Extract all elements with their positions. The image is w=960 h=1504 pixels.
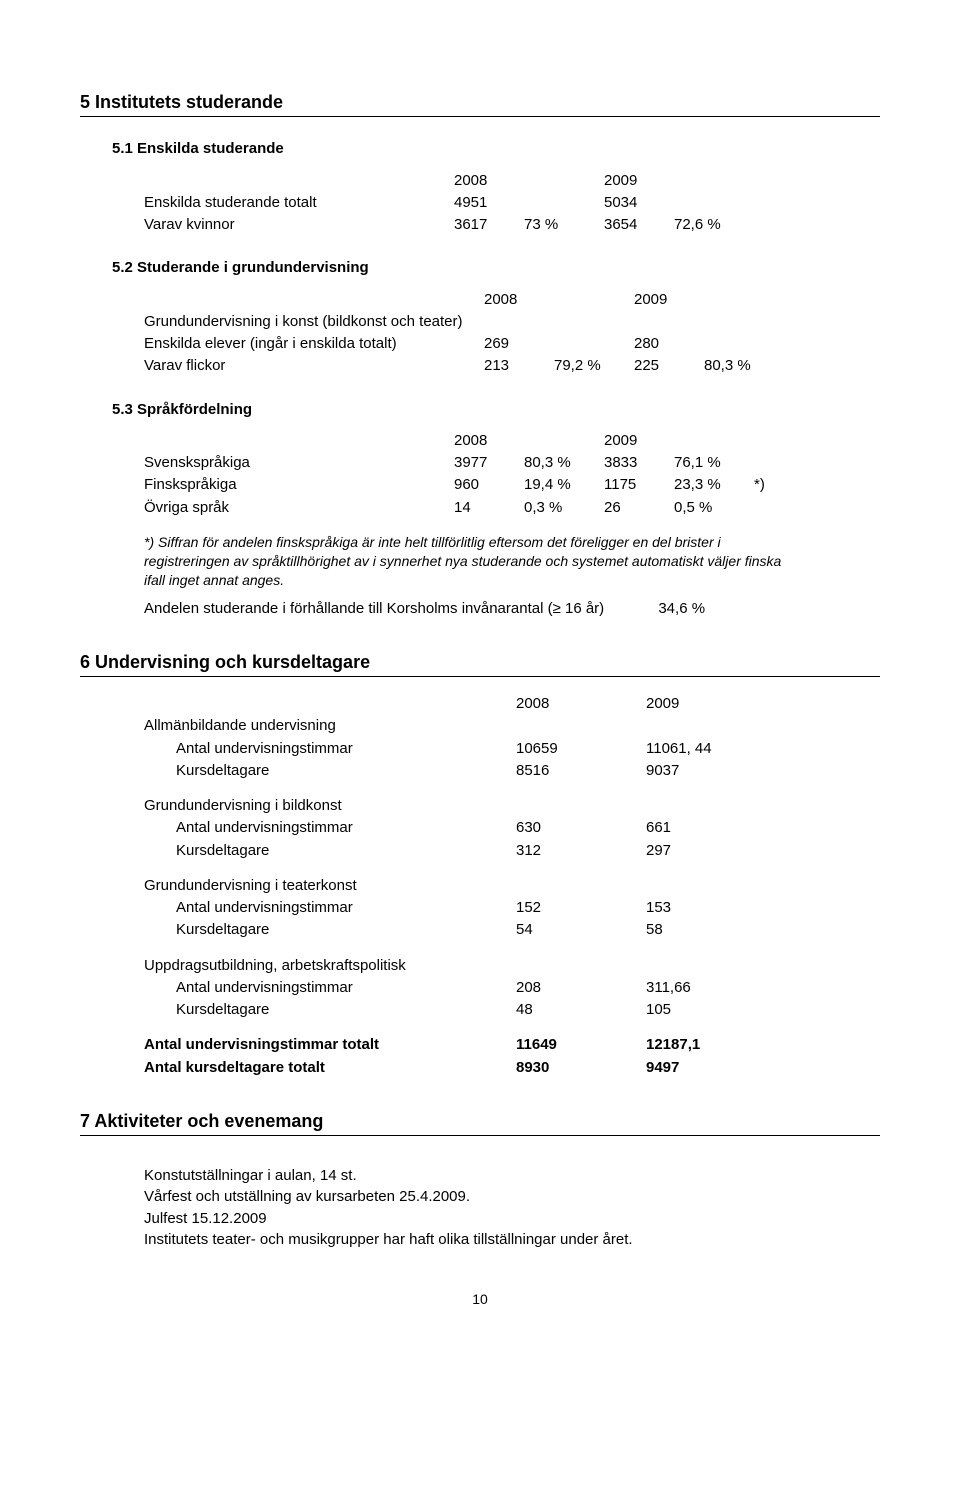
table-row: Antal undervisningstimmar208311,66 xyxy=(144,977,776,999)
table-row: Varav kvinnor 3617 73 % 3654 72,6 % xyxy=(144,214,754,236)
table-row: Övriga språk 14 0,3 % 26 0,5 % xyxy=(144,497,784,519)
table-group-title: Allmänbildande undervisning xyxy=(144,715,776,737)
section-7-heading: 7 Aktiviteter och evenemang xyxy=(80,1109,880,1136)
col-header: 2008 xyxy=(516,693,646,715)
col-header: 2009 xyxy=(634,289,704,311)
body-line: Julfest 15.12.2009 xyxy=(144,1209,880,1229)
body-line: Vårfest och utställning av kursarbeten 2… xyxy=(144,1187,880,1207)
body-line: Institutets teater- och musikgrupper har… xyxy=(144,1230,880,1250)
table-row: Enskilda studerande totalt 4951 5034 xyxy=(144,192,754,214)
table-6: 2008 2009 Allmänbildande undervisningAnt… xyxy=(144,693,776,1079)
col-header: 2009 xyxy=(646,693,776,715)
table-group-title: Grundundervisning i bildkonst xyxy=(144,782,776,817)
page-number: 10 xyxy=(80,1290,880,1309)
body-line: Konstutställningar i aulan, 14 st. xyxy=(144,1166,880,1186)
footnote-5-3: *) Siffran för andelen finskspråkiga är … xyxy=(144,533,800,590)
table-row: Kursdeltagare48105 xyxy=(144,999,776,1021)
table-row: Enskilda elever (ingår i enskilda totalt… xyxy=(144,333,784,355)
table-row: Varav flickor 213 79,2 % 225 80,3 % xyxy=(144,355,784,377)
section-5-heading: 5 Institutets studerande xyxy=(80,90,880,117)
table-row: Svenskspråkiga 3977 80,3 % 3833 76,1 % xyxy=(144,452,784,474)
table-5-1: 2008 2009 Enskilda studerande totalt 495… xyxy=(144,170,754,237)
col-header: 2008 xyxy=(454,430,524,452)
table-row: Finskspråkiga 960 19,4 % 1175 23,3 % *) xyxy=(144,474,784,496)
table-row: Antal undervisningstimmar152153 xyxy=(144,897,776,919)
section-6-heading: 6 Undervisning och kursdeltagare xyxy=(80,650,880,677)
col-header: 2009 xyxy=(604,430,674,452)
col-header: 2008 xyxy=(484,289,554,311)
table-group-title: Uppdragsutbildning, arbetskraftspolitisk xyxy=(144,942,776,977)
section-5-2-heading: 5.2 Studerande i grundundervisning xyxy=(112,258,880,278)
section-5-3-heading: 5.3 Språkfördelning xyxy=(112,400,880,420)
table-total-row: Antal kursdeltagare totalt89309497 xyxy=(144,1057,776,1079)
section-7-body: Konstutställningar i aulan, 14 st.Vårfes… xyxy=(144,1166,880,1250)
table-row: Antal undervisningstimmar1065911061, 44 xyxy=(144,738,776,760)
col-header: 2008 xyxy=(454,170,524,192)
table-row: Kursdeltagare85169037 xyxy=(144,760,776,782)
table-row: Antal undervisningstimmar630661 xyxy=(144,817,776,839)
table-5-3: 2008 2009 Svenskspråkiga 3977 80,3 % 383… xyxy=(144,430,784,519)
table-row: Kursdeltagare312297 xyxy=(144,840,776,862)
col-header: 2009 xyxy=(604,170,674,192)
table-group-title: Grundundervisning i teaterkonst xyxy=(144,862,776,897)
table-total-row: Antal undervisningstimmar totalt11649121… xyxy=(144,1021,776,1056)
table-row: Grundundervisning i konst (bildkonst och… xyxy=(144,311,784,333)
table-5-2: 2008 2009 Grundundervisning i konst (bil… xyxy=(144,289,784,378)
table-row: Kursdeltagare5458 xyxy=(144,919,776,941)
section-5-1-heading: 5.1 Enskilda studerande xyxy=(112,139,880,159)
ratio-line: Andelen studerande i förhållande till Ko… xyxy=(144,599,880,619)
